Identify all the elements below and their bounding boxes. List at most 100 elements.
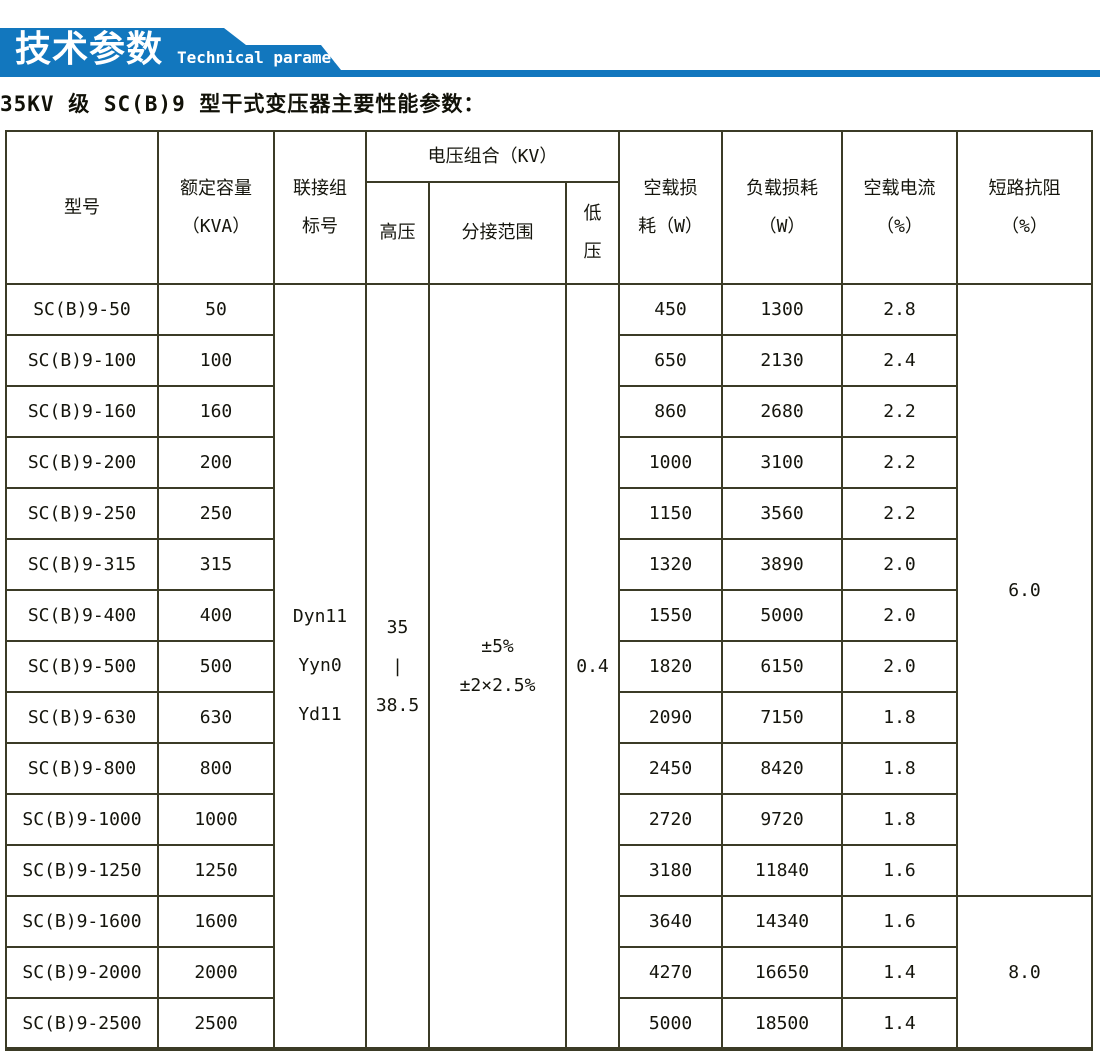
cell-model: SC(B)9-500: [5, 640, 159, 693]
cell-capacity: 160: [157, 385, 275, 438]
cell-load-loss: 5000: [721, 589, 844, 642]
cell-no-load-loss: 1820: [618, 640, 724, 693]
cell-no-load-current: 1.6: [841, 844, 959, 897]
cell-load-loss: 2130: [721, 334, 844, 387]
table-row: SC(B)9-200 200 1000 3100 2.2: [5, 436, 1092, 489]
cell-model: SC(B)9-400: [5, 589, 159, 642]
col-header-connection-group: 联接组 标号: [273, 130, 367, 285]
col-header-no-load-loss: 空载损 耗（W）: [618, 130, 724, 285]
cell-no-load-loss: 650: [618, 334, 724, 387]
banner-title-cn: 技术参数: [15, 29, 164, 70]
cell-no-load-loss: 3180: [618, 844, 724, 897]
cell-load-loss: 8420: [721, 742, 844, 795]
spec-table: 型号 额定容量 （KVA） 联接组 标号 电压组合（KV） 空载损 耗（W） 负…: [5, 130, 1094, 1051]
cell-capacity: 2000: [157, 946, 275, 999]
cell-no-load-loss: 1550: [618, 589, 724, 642]
cell-capacity: 250: [157, 487, 275, 540]
cell-no-load-current: 2.0: [841, 640, 959, 693]
cell-no-load-current: 2.2: [841, 385, 959, 438]
cell-load-loss: 14340: [721, 895, 844, 948]
cell-model: SC(B)9-200: [5, 436, 159, 489]
cell-model: SC(B)9-800: [5, 742, 159, 795]
cell-load-loss: 2680: [721, 385, 844, 438]
cell-capacity: 400: [157, 589, 275, 642]
cell-lv-voltage: 0.4: [564, 283, 621, 1050]
cell-capacity: 2500: [157, 997, 275, 1050]
cell-model: SC(B)9-315: [5, 538, 159, 591]
col-header-capacity: 额定容量 （KVA）: [157, 130, 275, 285]
cell-connection-group: Dyn11 Yyn0 Yd11: [273, 283, 367, 1050]
table-row: SC(B)9-160 160 860 2680 2.2: [5, 385, 1092, 438]
cell-tap-range: ±5% ±2×2.5%: [428, 283, 567, 1050]
cell-no-load-current: 2.0: [841, 589, 959, 642]
cell-impedance-bottom: 8.0: [956, 895, 1094, 1050]
table-body: SC(B)9-50 50 Dyn11 Yyn0 Yd11 35 | 38.5 ±5% ±2×2.5…: [5, 283, 1094, 1050]
col-header-no-load-current: 空载电流 （%）: [841, 130, 959, 285]
cell-no-load-current: 1.6: [841, 895, 959, 948]
col-header-hv: 高压: [365, 181, 430, 285]
cell-capacity: 500: [157, 640, 275, 693]
cell-load-loss: 9720: [721, 793, 844, 846]
cell-capacity: 1250: [157, 844, 275, 897]
cell-capacity: 1000: [157, 793, 275, 846]
cell-load-loss: 11840: [721, 844, 844, 897]
cell-no-load-loss: 5000: [618, 997, 724, 1050]
cell-model: SC(B)9-50: [5, 283, 159, 336]
col-header-model: 型号: [5, 130, 159, 285]
cell-no-load-loss: 2450: [618, 742, 724, 795]
cell-no-load-loss: 1000: [618, 436, 724, 489]
cell-model: SC(B)9-160: [5, 385, 159, 438]
cell-model: SC(B)9-250: [5, 487, 159, 540]
table-row: SC(B)9-315 315 1320 3890 2.0: [5, 538, 1092, 591]
cell-no-load-current: 2.0: [841, 538, 959, 591]
cell-no-load-current: 2.2: [841, 436, 959, 489]
cell-model: SC(B)9-630: [5, 691, 159, 744]
table-row: SC(B)9-400 400 1550 5000 2.0: [5, 589, 1092, 642]
cell-load-loss: 3100: [721, 436, 844, 489]
cell-load-loss: 18500: [721, 997, 844, 1050]
cell-model: SC(B)9-1250: [5, 844, 159, 897]
banner-ribbon-shape: [0, 28, 1100, 77]
cell-no-load-loss: 3640: [618, 895, 724, 948]
cell-capacity: 50: [157, 283, 275, 336]
table-row: SC(B)9-800 800 2450 8420 1.8: [5, 742, 1092, 795]
cell-hv-voltage: 35 | 38.5: [365, 283, 430, 1050]
cell-load-loss: 6150: [721, 640, 844, 693]
col-header-load-loss: 负载损耗 （W）: [721, 130, 844, 285]
cell-model: SC(B)9-100: [5, 334, 159, 387]
cell-no-load-current: 2.2: [841, 487, 959, 540]
cell-no-load-current: 1.8: [841, 691, 959, 744]
cell-load-loss: 3560: [721, 487, 844, 540]
cell-capacity: 100: [157, 334, 275, 387]
cell-impedance-top: 6.0: [956, 283, 1094, 897]
col-header-lv: 低 压: [564, 181, 621, 285]
table-row: SC(B)9-500 500 1820 6150 2.0: [5, 640, 1092, 693]
cell-capacity: 800: [157, 742, 275, 795]
cell-no-load-current: 1.8: [841, 742, 959, 795]
cell-model: SC(B)9-2500: [5, 997, 159, 1050]
table-row: SC(B)9-1000 1000 2720 9720 1.8: [5, 793, 1092, 846]
table-caption: 35KV 级 SC(B)9 型干式变压器主要性能参数：: [0, 92, 486, 116]
cell-no-load-loss: 2720: [618, 793, 724, 846]
cell-load-loss: 7150: [721, 691, 844, 744]
cell-no-load-current: 1.4: [841, 997, 959, 1050]
cell-no-load-current: 1.8: [841, 793, 959, 846]
table-row: SC(B)9-100 100 650 2130 2.4: [5, 334, 1092, 387]
cell-capacity: 200: [157, 436, 275, 489]
table-row: SC(B)9-1250 1250 3180 11840 1.6: [5, 844, 1092, 897]
col-header-impedance: 短路抗阻 （%）: [956, 130, 1094, 285]
cell-no-load-loss: 860: [618, 385, 724, 438]
cell-capacity: 630: [157, 691, 275, 744]
cell-no-load-current: 2.4: [841, 334, 959, 387]
table-row: SC(B)9-630 630 2090 7150 1.8: [5, 691, 1092, 744]
table-row: SC(B)9-2000 2000 4270 16650 1.4: [5, 946, 1092, 999]
banner-title-en: Technical parameter: [177, 48, 361, 67]
table-row: SC(B)9-250 250 1150 3560 2.2: [5, 487, 1092, 540]
cell-capacity: 1600: [157, 895, 275, 948]
cell-model: SC(B)9-2000: [5, 946, 159, 999]
cell-no-load-loss: 1320: [618, 538, 724, 591]
table-row: SC(B)9-2500 2500 5000 18500 1.4: [5, 997, 1092, 1050]
cell-load-loss: 1300: [721, 283, 844, 336]
cell-no-load-loss: 4270: [618, 946, 724, 999]
table-row: SC(B)9-50 50 Dyn11 Yyn0 Yd11 35 | 38.5 ±5% ±2×2.5…: [5, 283, 1094, 1050]
